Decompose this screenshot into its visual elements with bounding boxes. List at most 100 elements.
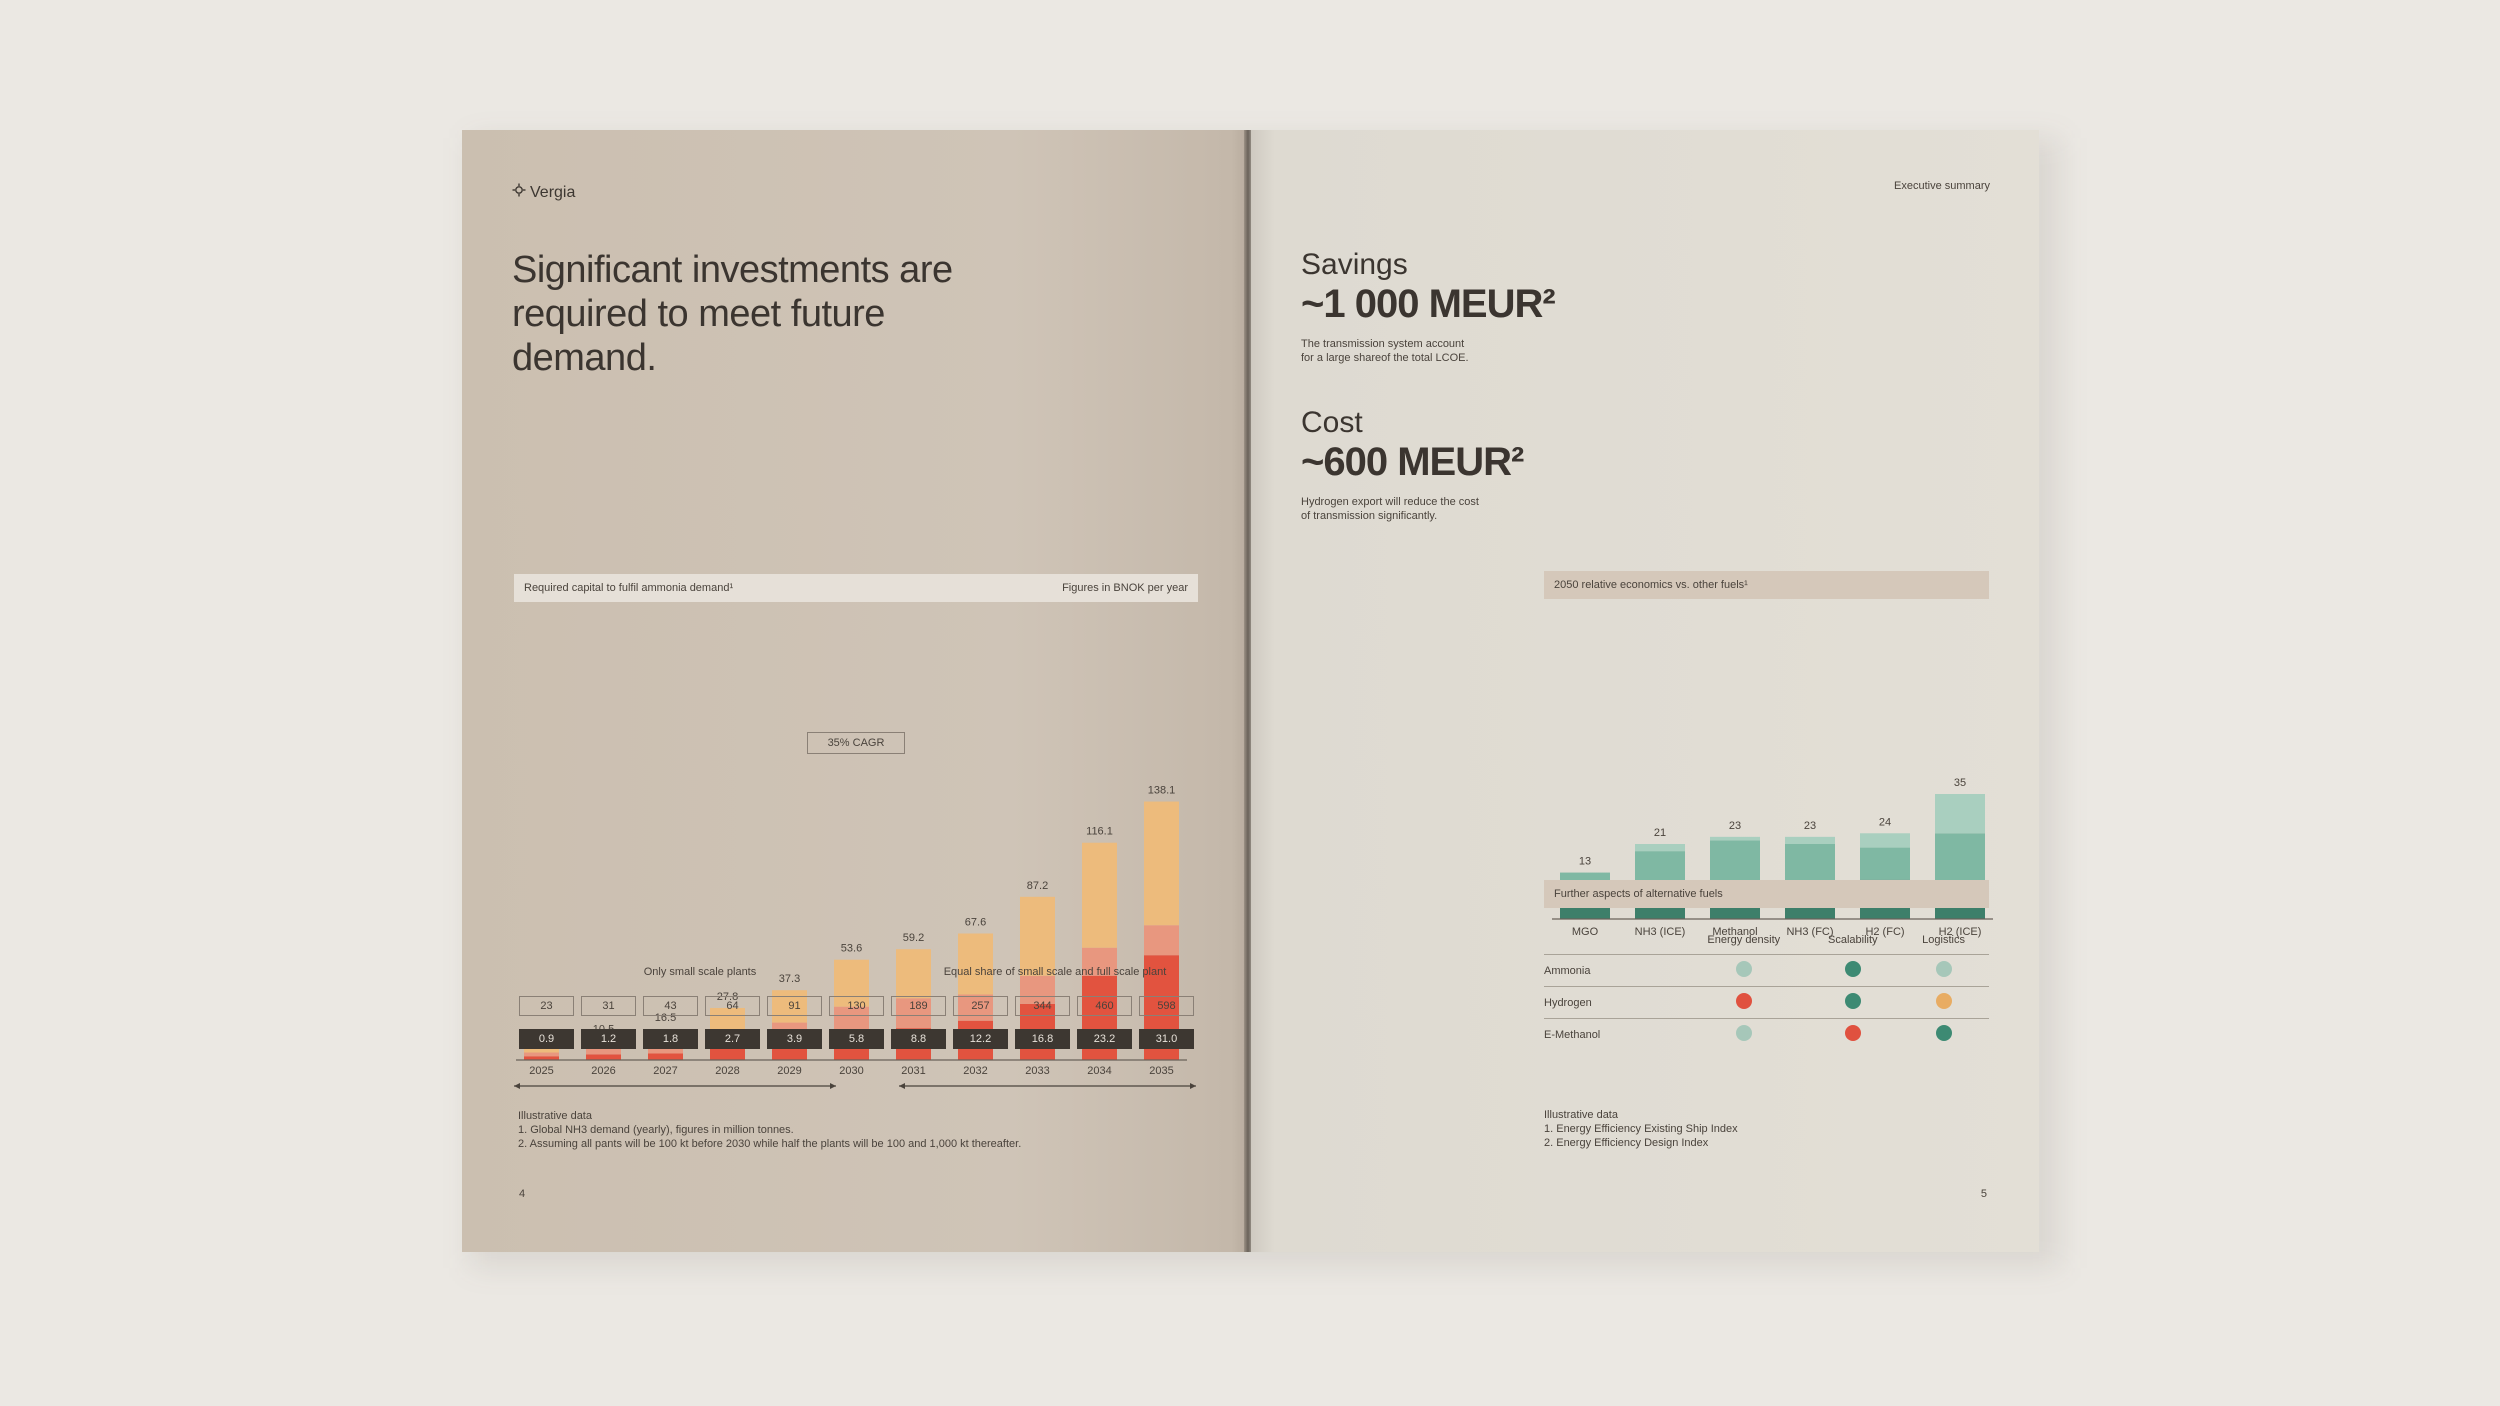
rating-dot-icon <box>1935 993 1952 1009</box>
category-tick-label: NH3 (ICE) <box>1635 926 1686 938</box>
rating-dot-icon <box>1935 1025 1952 1041</box>
bar-segment <box>1020 896 1055 976</box>
footnote-line: Illustrative data <box>518 1110 592 1122</box>
bar-total-label: 87.2 <box>1027 880 1048 892</box>
bar-segment <box>772 1048 807 1060</box>
plant-count-cell: 31 <box>581 996 636 1016</box>
category-tick-label: 2031 <box>901 1065 925 1077</box>
page-headline: Significant investments are required to … <box>512 249 953 379</box>
plant-count-cell: 344 <box>1015 996 1070 1016</box>
savings-note-line: for a large shareof the total LCOE. <box>1301 352 1469 364</box>
econ-header-band: 2050 relative economics vs. other fuels¹ <box>1544 571 1989 599</box>
rating-dot-icon <box>1935 961 1952 977</box>
bar-segment <box>648 1053 683 1060</box>
plant-count-cell: 189 <box>891 996 946 1016</box>
left-page: Vergia Significant investments are requi… <box>462 130 1247 1252</box>
bar-segment <box>896 949 931 999</box>
demand-cell: 5.8 <box>829 1029 884 1049</box>
bar-segment <box>1935 794 1985 834</box>
brand-name: Vergia <box>530 183 576 201</box>
brand-logo: Vergia <box>512 183 575 202</box>
category-tick-label: MGO <box>1572 926 1599 938</box>
rating-dot-icon <box>1735 1025 1752 1041</box>
rating-cell <box>1898 1025 1989 1044</box>
aspects-header-band: Further aspects of alternative fuels <box>1544 880 1989 908</box>
cost-note: Hydrogen export will reduce the cost of … <box>1301 495 1521 523</box>
arrow-head <box>1190 1083 1196 1089</box>
left-footnotes: Illustrative data 1. Global NH3 demand (… <box>518 1109 1021 1151</box>
bar-total-label: 138.1 <box>1148 785 1176 797</box>
table-row: E-Methanol <box>1544 1018 1989 1050</box>
chart-header-band: Required capital to fulfil ammonia deman… <box>514 574 1198 602</box>
demand-cell: 3.9 <box>767 1029 822 1049</box>
bar-total-label: 59.2 <box>903 932 924 944</box>
plants-count-row: 23 31 43 64 91 130 189 257 344 460 598 <box>519 996 1201 1016</box>
demand-cell: 16.8 <box>1015 1029 1070 1049</box>
rating-cell <box>1807 961 1898 980</box>
section-title: Executive summary <box>1894 180 1990 192</box>
phase-label-mixed: Equal share of small scale and full scal… <box>943 966 1167 978</box>
capital-bar-chart: 7.1202510.5202616.5202727.8202837.320295… <box>514 785 1196 1089</box>
savings-value: ~1 000 MEUR² <box>1301 282 1556 326</box>
category-tick-label: 2025 <box>529 1065 553 1077</box>
plant-count-cell: 130 <box>829 996 884 1016</box>
plant-count-cell: 598 <box>1139 996 1194 1016</box>
bar-total-label: 37.3 <box>779 973 800 985</box>
demand-cell: 1.8 <box>643 1029 698 1049</box>
chart-header-title: Required capital to fulfil ammonia deman… <box>524 582 734 594</box>
bar-segment <box>524 1056 559 1060</box>
bar-segment <box>1710 836 1760 841</box>
plant-count-cell: 23 <box>519 996 574 1016</box>
category-tick-label: H2 (FC) <box>1865 926 1904 938</box>
right-footnotes: Illustrative data 1. Energy Efficiency E… <box>1544 1108 1738 1150</box>
savings-note: The transmission system account for a la… <box>1301 337 1521 365</box>
page-number-left: 4 <box>519 1188 526 1200</box>
table-body: Ammonia Hydrogen E-Methanol <box>1544 954 1989 1050</box>
savings-label: Savings <box>1301 248 1408 281</box>
rating-cell <box>1680 993 1807 1012</box>
bar-total-label: 35 <box>1954 777 1966 789</box>
demand-cell: 1.2 <box>581 1029 636 1049</box>
plant-count-cell: 257 <box>953 996 1008 1016</box>
bar-segment <box>586 1054 621 1060</box>
category-tick-label: 2033 <box>1025 1065 1049 1077</box>
bar-total-label: 23 <box>1804 820 1816 832</box>
arrow-head <box>899 1083 905 1089</box>
phase-label-small: Only small scale plants <box>643 966 757 978</box>
bar-segment <box>586 1047 621 1055</box>
bar-segment <box>1785 836 1835 844</box>
rating-cell <box>1807 993 1898 1012</box>
bar-segment <box>1082 842 1117 948</box>
footnote-line: 1. Global NH3 demand (yearly), figures i… <box>518 1124 794 1136</box>
table-row: Hydrogen <box>1544 986 1989 1018</box>
column-header: Energy density <box>1707 934 1781 946</box>
cagr-badge: 35% CAGR <box>807 732 905 754</box>
rating-dot-icon <box>1735 961 1752 977</box>
bar-segment <box>524 1046 559 1053</box>
bar-segment <box>1082 947 1117 976</box>
category-tick-label: 2028 <box>715 1065 739 1077</box>
right-page: Executive summary Savings ~1 000 MEUR² T… <box>1251 130 2039 1252</box>
footnote-line: 1. Energy Efficiency Existing Ship Index <box>1544 1123 1738 1135</box>
category-tick-label: 2035 <box>1149 1065 1173 1077</box>
category-tick-label: 2034 <box>1087 1065 1111 1077</box>
aspects-header-title: Further aspects of alternative fuels <box>1554 888 1723 900</box>
bar-total-label: 13 <box>1579 856 1591 868</box>
category-tick-label: 2032 <box>963 1065 987 1077</box>
cost-note-line: of transmission significantly. <box>1301 510 1438 522</box>
rating-dot-icon <box>1844 993 1861 1009</box>
bar-segment <box>1635 844 1685 852</box>
footnote-line: 2. Energy Efficiency Design Index <box>1544 1137 1709 1149</box>
bar-segment <box>710 1007 745 1033</box>
category-tick-label: Methanol <box>1712 926 1757 938</box>
rating-dot-icon <box>1844 1025 1861 1041</box>
cost-note-line: Hydrogen export will reduce the cost <box>1301 496 1479 508</box>
bar-total-label: 24 <box>1879 816 1891 828</box>
bar-total-label: 116.1 <box>1086 826 1113 838</box>
bar-total-label: 23 <box>1729 820 1741 832</box>
table-row: Ammonia <box>1544 954 1989 986</box>
category-tick-label: 2027 <box>653 1065 677 1077</box>
bar-segment <box>772 990 807 1023</box>
econ-header-title: 2050 relative economics vs. other fuels¹ <box>1554 579 1748 591</box>
bar-segment <box>958 933 993 995</box>
